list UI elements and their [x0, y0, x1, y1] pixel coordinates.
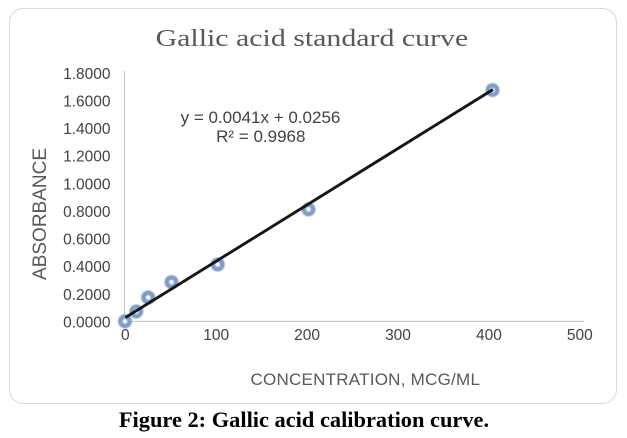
svg-text:0.2000: 0.2000	[63, 287, 111, 304]
svg-text:500: 500	[567, 327, 593, 344]
svg-text:y = 0.0041x + 0.0256: y = 0.0041x + 0.0256	[181, 108, 341, 127]
svg-text:0.0000: 0.0000	[63, 315, 111, 332]
svg-text:Figure 2: Gallic acid calibrat: Figure 2: Gallic acid calibration curve.	[119, 407, 489, 432]
svg-text:ABSORBANCE: ABSORBANCE	[30, 148, 51, 280]
svg-text:1.0000: 1.0000	[63, 176, 111, 193]
svg-text:0: 0	[121, 327, 130, 344]
svg-text:1.4000: 1.4000	[63, 121, 111, 138]
svg-text:1.6000: 1.6000	[63, 94, 111, 111]
svg-text:CONCENTRATION, MCG/ML: CONCENTRATION, MCG/ML	[250, 370, 480, 389]
svg-text:200: 200	[294, 327, 320, 344]
svg-text:R² = 0.9968: R² = 0.9968	[216, 127, 305, 146]
svg-text:0.6000: 0.6000	[63, 232, 111, 249]
svg-text:1.8000: 1.8000	[63, 66, 111, 83]
svg-text:Gallic acid standard curve: Gallic acid standard curve	[156, 25, 469, 52]
svg-text:0.4000: 0.4000	[63, 259, 111, 276]
svg-text:0.8000: 0.8000	[63, 204, 111, 221]
svg-text:100: 100	[203, 327, 229, 344]
svg-text:1.2000: 1.2000	[63, 149, 111, 166]
svg-text:300: 300	[385, 327, 411, 344]
svg-text:400: 400	[476, 327, 502, 344]
